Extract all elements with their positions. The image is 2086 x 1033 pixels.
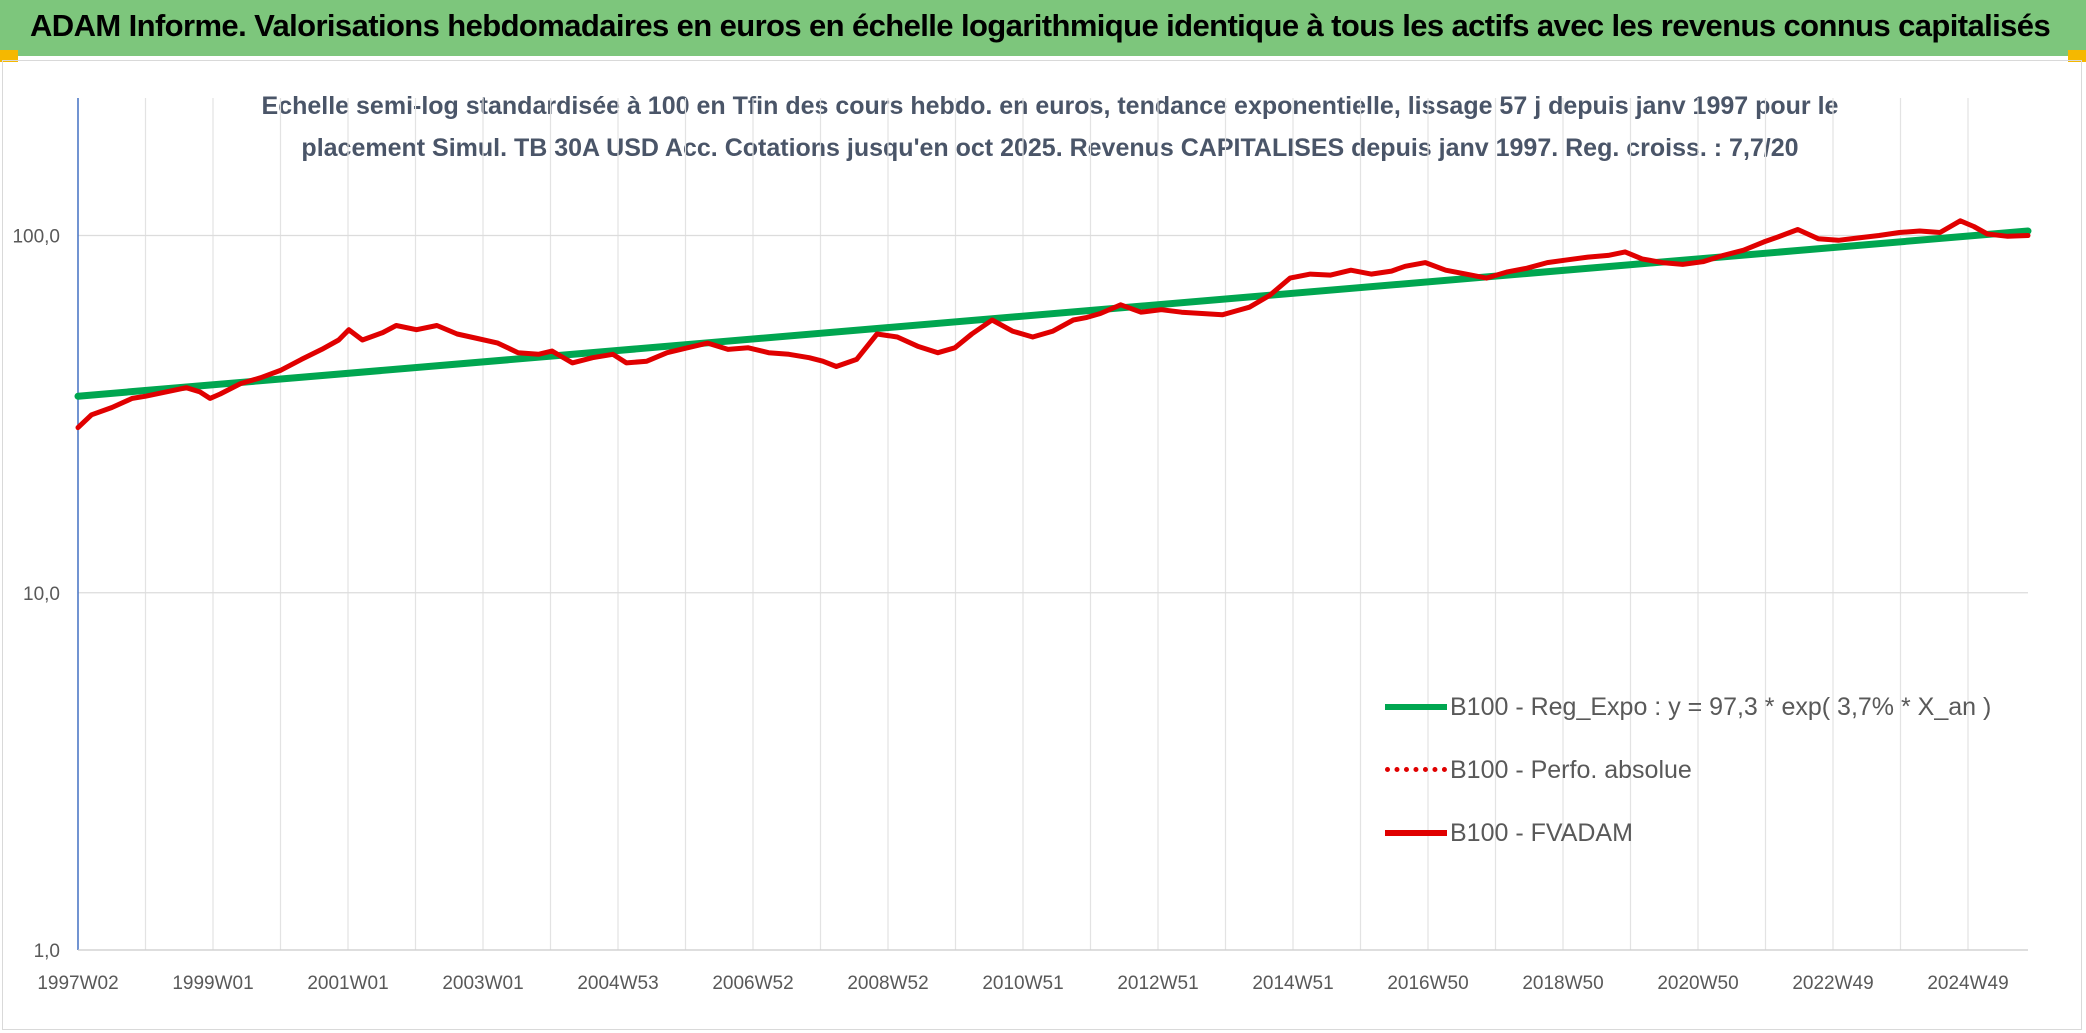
x-tick-label: 2003W01 [442, 973, 523, 994]
series-line-regression [74, 227, 2032, 400]
x-tick-label: 2020W50 [1657, 973, 1738, 994]
x-tick-label: 2022W49 [1792, 973, 1873, 994]
x-tick-label: 1997W02 [37, 973, 118, 994]
legend-label-perfo: B100 - Perfo. absolue [1450, 756, 1692, 784]
x-tick-label: 2001W01 [307, 973, 388, 994]
legend-swatch-regression [1385, 704, 1447, 710]
x-tick-label: 2010W51 [982, 973, 1063, 994]
legend-label-fvadam: B100 - FVADAM [1450, 819, 1633, 847]
x-tick-label: 2024W49 [1927, 973, 2008, 994]
x-tick-label: 2008W52 [847, 973, 928, 994]
x-tick-label: 1999W01 [172, 973, 253, 994]
y-tick-label: 10,0 [23, 584, 60, 605]
corner-marker-left [0, 50, 18, 62]
y-tick-label: 1,0 [34, 941, 60, 962]
report-banner: ADAM Informe. Valorisations hebdomadaire… [0, 0, 2086, 58]
x-tick-label: 2006W52 [712, 973, 793, 994]
corner-marker-right [2068, 50, 2086, 62]
legend-swatch-fvadam [1385, 830, 1447, 836]
x-tick-label: 2014W51 [1252, 973, 1333, 994]
x-tick-label: 2018W50 [1522, 973, 1603, 994]
chart-title-line-1: Echelle semi-log standardisée à 100 en T… [261, 92, 1839, 120]
x-tick-label: 2012W51 [1117, 973, 1198, 994]
legend-label-regression: B100 - Reg_Expo : y = 97,3 * exp( 3,7% *… [1450, 693, 1992, 721]
report-title: ADAM Informe. Valorisations hebdomadaire… [30, 8, 2051, 43]
x-tick-label: 2016W50 [1387, 973, 1468, 994]
chart-frame [2, 60, 2082, 1030]
series-line-fvadam [75, 218, 2031, 431]
legend-swatch-perfo [1385, 767, 1447, 772]
x-tick-label: 2004W53 [577, 973, 658, 994]
y-tick-label: 100,0 [12, 227, 60, 248]
